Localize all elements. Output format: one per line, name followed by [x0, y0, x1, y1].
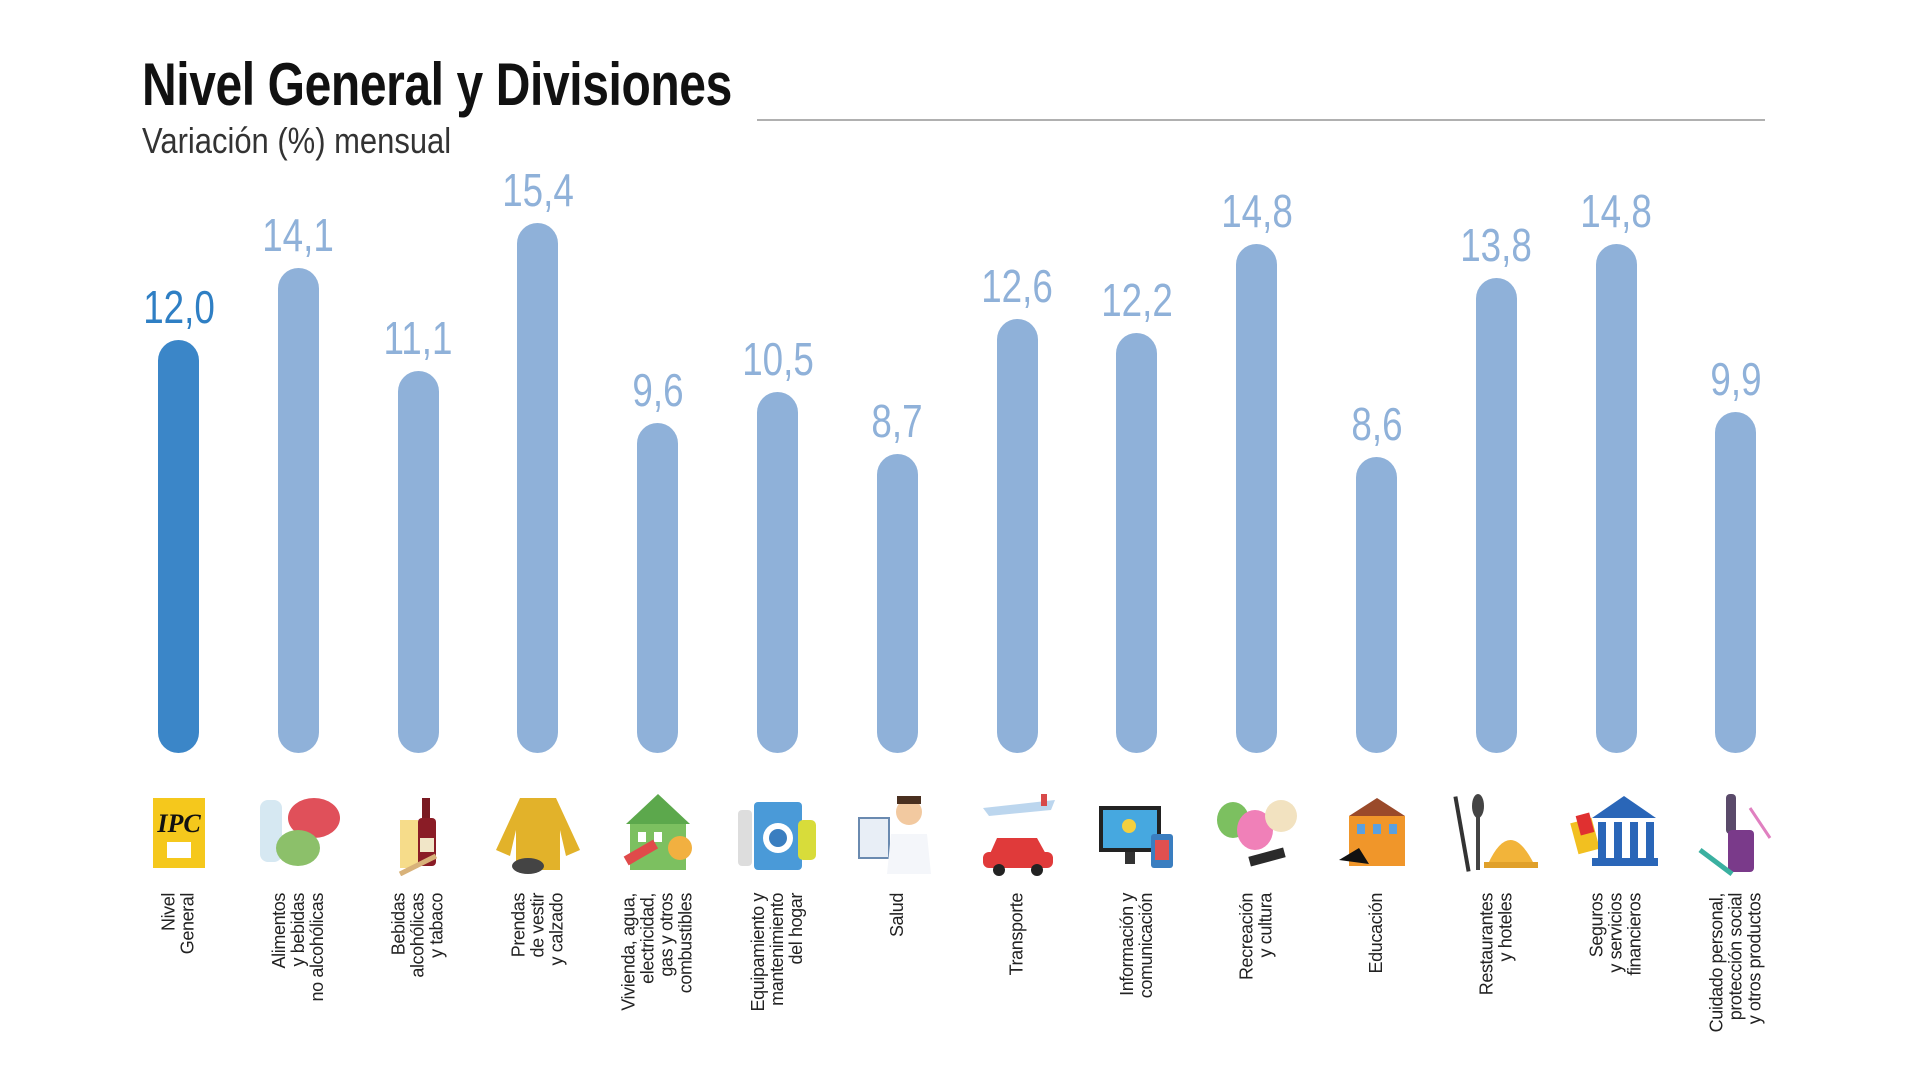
chart-subtitle: Variación (%) mensual — [142, 120, 452, 161]
data-label: 9,9 — [1710, 353, 1762, 406]
category-label-line: y calzado — [546, 893, 567, 966]
category-label: Transporte — [1006, 893, 1027, 976]
cosmetics-icon — [1698, 794, 1772, 876]
category-label: Educación — [1366, 893, 1386, 974]
data-label: 14,8 — [1580, 184, 1652, 237]
data-label: 11,1 — [383, 311, 453, 364]
category-label: Alimentos y bebidas no alcohólicas — [268, 893, 327, 1002]
school-building-icon — [1338, 798, 1405, 866]
category-label: Recreación y cultura — [1236, 893, 1276, 981]
category-label-line: Equipamiento y — [748, 893, 768, 1012]
theater-masks-icon — [1216, 800, 1297, 867]
category-label: Vivienda, agua, electricidad, gas y otros c… — [618, 893, 696, 1011]
bar — [517, 223, 559, 753]
category-label-line: y servicios — [1605, 893, 1626, 973]
category-label: Cuidado personal, protección social y otro… — [1706, 893, 1765, 1033]
category-label: Restaurantes y hoteles — [1476, 893, 1516, 996]
title-divider — [757, 119, 1765, 121]
bar — [1236, 243, 1278, 753]
category-label-line: Seguros — [1586, 893, 1607, 958]
category-label: Nivel General — [158, 893, 198, 955]
house-icon — [623, 794, 692, 870]
category-label-line: Alimentos — [268, 893, 289, 969]
category-label-line: General — [177, 893, 198, 955]
data-label: 13,8 — [1460, 219, 1533, 272]
category-label: Información y comunicación — [1116, 893, 1156, 999]
chart-title: Nivel General y Divisiones — [142, 51, 732, 118]
category-label: Seguros y servicios financieros — [1586, 893, 1645, 976]
bar — [158, 340, 199, 753]
data-label: 10,5 — [741, 332, 814, 385]
data-label: 15,4 — [502, 164, 574, 216]
category-label-line: Cuidado personal, — [1706, 893, 1727, 1033]
category-label-line: mantenimiento — [767, 893, 787, 1006]
category-label-line: y hoteles — [1495, 893, 1516, 962]
data-label: 12,6 — [981, 260, 1053, 313]
category-label-line: financieros — [1624, 893, 1645, 976]
category-label-line: Nivel — [158, 893, 179, 932]
bar — [1715, 412, 1757, 753]
data-label: 9,6 — [632, 363, 684, 416]
food-icon — [260, 798, 341, 866]
category-label-line: y bebidas — [287, 893, 308, 967]
category-label-line: Vivienda, agua, — [618, 893, 639, 1011]
bank-icon — [1570, 796, 1659, 866]
category-label-line: Transporte — [1006, 893, 1027, 976]
data-label: 8,6 — [1350, 398, 1403, 451]
category-label-line: electricidad, — [637, 893, 658, 984]
category-label: Bebidas alcohólicas y tabaco — [388, 893, 447, 978]
bar — [1595, 243, 1637, 753]
plane-car-icon — [983, 794, 1056, 876]
bar — [1116, 333, 1158, 753]
data-label: 12,0 — [142, 281, 215, 333]
restaurant-bell-icon — [1453, 794, 1539, 872]
category-label-line: protección social — [1725, 893, 1746, 1021]
category-label-line: de vestir — [527, 893, 548, 958]
category-label-line: del hogar — [786, 893, 806, 965]
ipc-logo-icon: IPC — [152, 798, 205, 868]
category-label-line: alcohólicas — [407, 893, 428, 978]
bar — [277, 267, 319, 753]
washing-machine-icon — [737, 802, 816, 870]
category-label-line: Prendas — [508, 893, 529, 958]
category-label: Salud — [886, 893, 907, 938]
category-label-line: y cultura — [1255, 893, 1276, 958]
data-label: 14,1 — [262, 208, 335, 261]
jacket-icon — [495, 798, 580, 874]
bar — [1475, 278, 1517, 753]
bar — [1356, 457, 1397, 753]
data-label: 14,8 — [1220, 184, 1293, 237]
bar — [876, 453, 918, 753]
data-label: 12,2 — [1101, 274, 1173, 327]
bar — [996, 319, 1038, 753]
doctor-icon — [858, 796, 932, 874]
svg-text:IPC: IPC — [156, 809, 201, 838]
category-label-line: y otros productos — [1744, 893, 1765, 1025]
bar — [757, 391, 798, 753]
category-label-line: combustibles — [675, 893, 696, 994]
category-label-line: y tabaco — [426, 893, 447, 958]
category-label-line: comunicación — [1135, 893, 1156, 999]
category-label-line: Recreación — [1236, 893, 1257, 981]
category-label-line: Salud — [886, 893, 907, 938]
category-label-line: gas y otros — [656, 893, 677, 977]
data-label: 8,7 — [871, 394, 923, 447]
bar — [397, 370, 439, 753]
category-label-line: no alcohólicas — [306, 893, 327, 1002]
category-label: Prendas de vestir y calzado — [508, 893, 567, 966]
category-label-line: Bebidas — [388, 893, 409, 956]
category-label-line: Educación — [1366, 893, 1386, 974]
monitor-icon — [1098, 806, 1173, 868]
wine-bottle-icon — [398, 798, 438, 876]
category-label: Equipamiento y mantenimiento del hogar — [748, 893, 806, 1012]
category-label-line: Restaurantes — [1476, 893, 1497, 996]
bar — [637, 422, 679, 753]
category-label-line: Información y — [1116, 893, 1137, 996]
